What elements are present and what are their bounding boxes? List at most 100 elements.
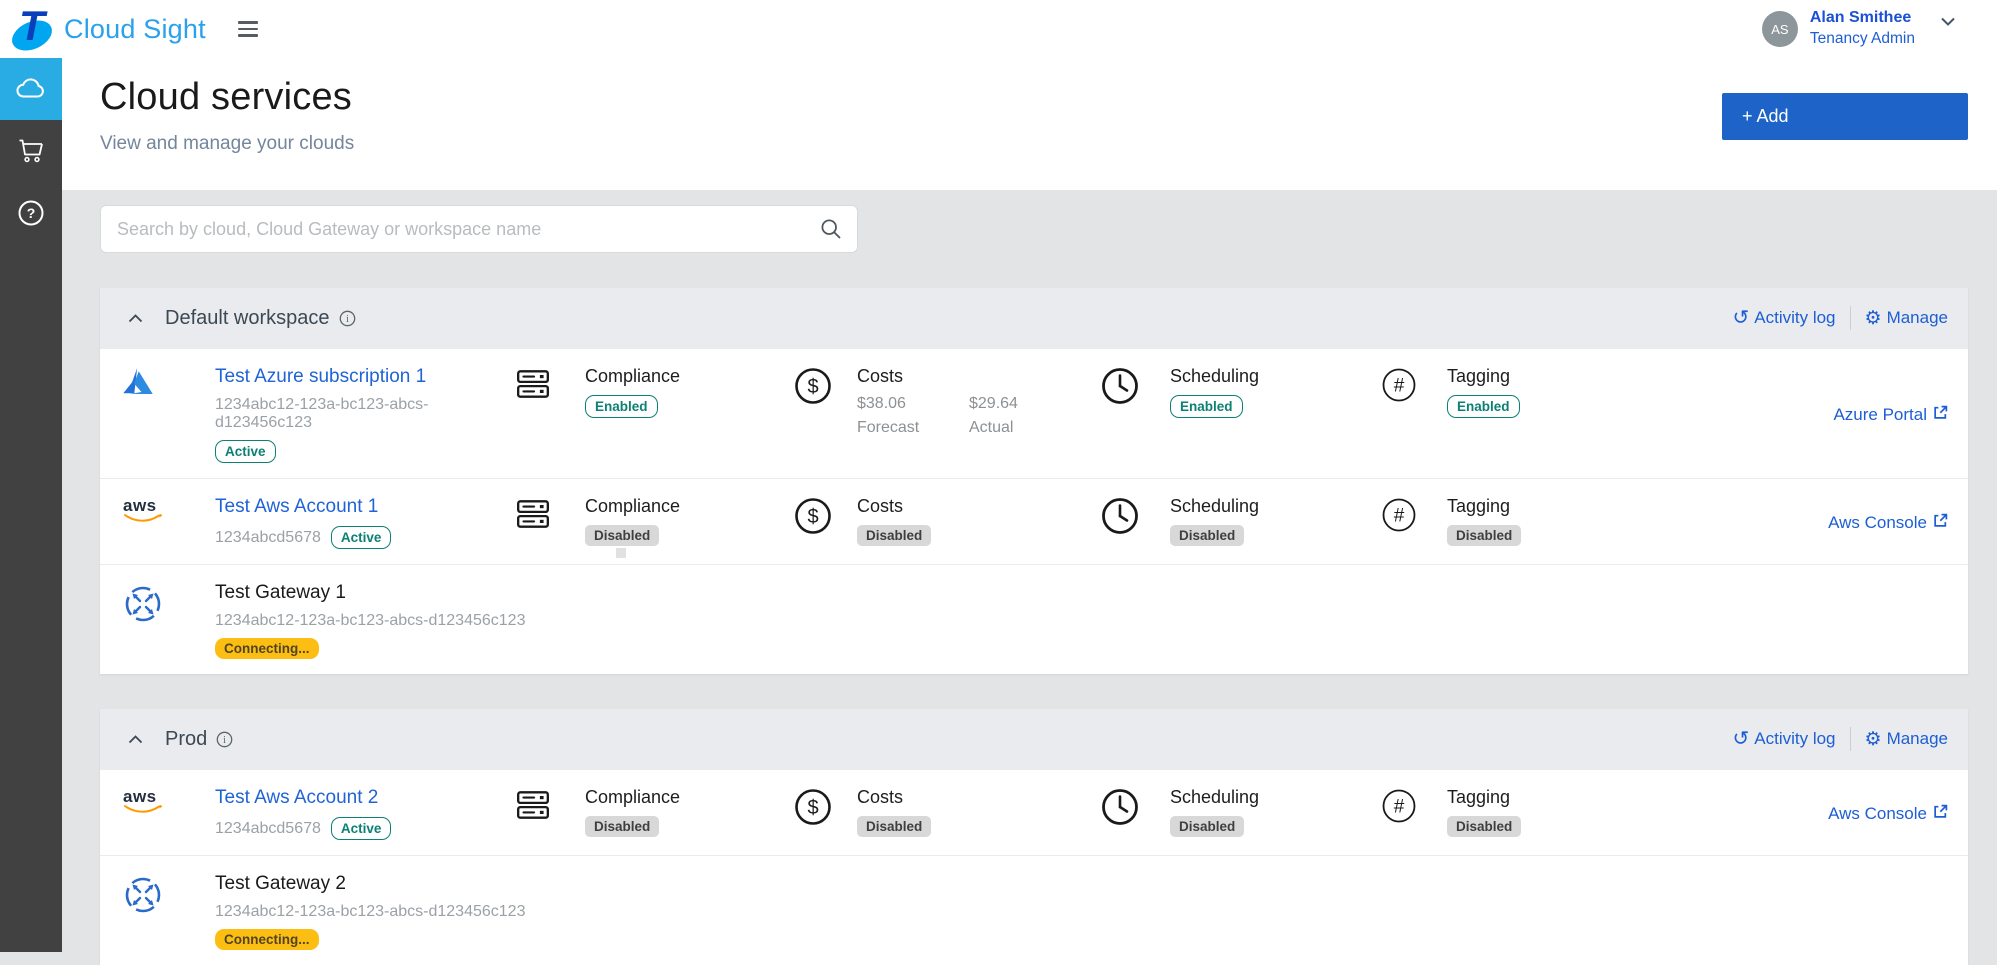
status-badge: Connecting... [215,929,319,950]
tagging-cell: Tagging Disabled [1447,787,1680,837]
search-input[interactable] [100,205,858,253]
brand-logo[interactable]: T Cloud Sight [7,2,206,57]
scheduling-status-badge: Disabled [1170,525,1245,546]
user-role: Tenancy Admin [1809,30,1915,47]
costs-cell: Costs $38.06 Forecast $29.64 Actual [857,366,1100,437]
resource-info: Test Gateway 2 1234abc12-123a-bc123-abcs… [215,873,1968,950]
collapse-chevron-icon[interactable] [128,734,143,744]
resource-name: Test Gateway 2 [215,873,346,894]
tagging-label: Tagging [1447,366,1511,386]
help-icon: ? [17,199,45,227]
scheduling-cell: Scheduling Disabled [1170,496,1380,546]
svg-text:$: $ [807,376,818,398]
actual-value: $29.64 [969,395,1018,412]
page-title: Cloud services [100,76,353,118]
user-menu[interactable]: AS Alan Smithee Tenancy Admin [1761,7,1955,49]
svg-text:$: $ [807,506,818,528]
status-badge: Active [330,526,392,549]
portal-link[interactable]: Aws Console [1828,513,1948,533]
gear-icon: ⚙ [1864,307,1882,329]
svg-text:i: i [223,735,226,746]
costs-label: Costs [857,787,904,807]
workspace-card-prod: Prod i ↺ Activity log ⚙ Manage aws Test Aw… [100,709,1968,965]
external-link-icon [1933,513,1948,533]
resource-name: Test Gateway 1 [215,582,346,603]
svg-text:$: $ [807,797,818,819]
svg-text:#: # [1394,376,1405,397]
costs-status-badge: Disabled [857,816,932,837]
telstra-logo-icon: T [7,2,57,57]
avatar: AS [1761,11,1798,47]
costs-status-badge: Disabled [857,525,932,546]
search-icon[interactable] [820,218,842,240]
scheduling-icon [1100,496,1170,536]
cart-icon [17,137,45,165]
resource-id: 1234abc12-123a-bc123-abcs-d123456c123 [215,903,526,920]
compliance-cell: Compliance Disabled [585,496,793,546]
resource-info: Test Aws Account 1 1234abcd5678 Active [215,496,515,549]
compliance-status-badge: Enabled [585,395,658,418]
hamburger-menu-icon[interactable] [232,15,264,43]
status-badge: Active [215,440,276,463]
tagging-status-badge: Disabled [1447,525,1522,546]
tagging-icon: # [1380,496,1447,534]
portal-link[interactable]: Aws Console [1828,804,1948,824]
workspace-header: Prod i ↺ Activity log ⚙ Manage [100,709,1968,769]
gateway-icon [123,584,215,624]
resource-name-link[interactable]: Test Azure subscription 1 [215,366,427,387]
scheduling-label: Scheduling [1170,496,1260,516]
top-bar: T Cloud Sight AS Alan Smithee Tenancy Ad… [0,0,1997,58]
portal-link[interactable]: Azure Portal [1833,405,1948,425]
page-header: Cloud services View and manage your clou… [62,58,1997,190]
search-bar [100,205,858,253]
history-icon: ↺ [1732,727,1750,750]
sidebar-item-marketplace[interactable] [0,120,62,182]
scheduling-label: Scheduling [1170,787,1260,807]
status-badge: Connecting... [215,638,319,659]
workspace-title: Prod [165,727,208,750]
tagging-icon: # [1380,787,1447,825]
add-button[interactable]: + Add [1722,93,1968,140]
manage-link[interactable]: ⚙ Manage [1864,307,1948,329]
tagging-status-badge: Enabled [1447,395,1520,418]
scheduling-status-badge: Enabled [1170,395,1243,418]
svg-text:i: i [346,314,349,325]
resource-id: 1234abcd5678 [215,528,321,546]
external-link-icon [1933,405,1948,425]
history-icon: ↺ [1732,306,1750,329]
page-subtitle: View and manage your clouds [100,133,355,154]
sidebar-item-cloud-services[interactable] [0,58,62,120]
collapse-chevron-icon[interactable] [128,313,143,323]
resource-id: 1234abcd5678 [215,819,321,837]
user-name: Alan Smithee [1809,9,1912,26]
activity-log-link[interactable]: ↺ Activity log [1732,727,1836,750]
table-row-aws-account-2: aws Test Aws Account 2 1234abcd5678 Acti… [100,769,1968,855]
tagging-cell: Tagging Enabled [1447,366,1680,418]
scheduling-icon [1100,366,1170,406]
brand-name: Cloud Sight [64,13,206,44]
workspace-card-default: Default workspace i ↺ Activity log ⚙ Manag… [100,288,1968,674]
compliance-cell: Compliance Enabled [585,366,793,418]
compliance-icon [515,366,585,402]
azure-logo-icon [123,368,215,395]
info-icon[interactable]: i [339,310,356,327]
activity-log-link[interactable]: ↺ Activity log [1732,306,1836,329]
info-icon[interactable]: i [216,731,233,748]
tagging-label: Tagging [1447,787,1511,807]
costs-cell: Costs Disabled [857,496,1100,546]
sidebar: ? [0,58,62,952]
chevron-down-icon [1941,13,1955,31]
compliance-icon [515,787,585,823]
compliance-icon [515,496,585,532]
forecast-value: $38.06 [857,395,906,412]
resource-info: Test Aws Account 2 1234abcd5678 Active [215,787,515,840]
aws-logo-icon: aws [123,788,165,814]
manage-link[interactable]: ⚙ Manage [1864,728,1948,750]
tagging-status-badge: Disabled [1447,816,1522,837]
svg-text:#: # [1394,797,1405,818]
resource-name-link[interactable]: Test Aws Account 1 [215,496,379,517]
svg-text:#: # [1394,506,1405,527]
costs-cell: Costs Disabled [857,787,1100,837]
resource-name-link[interactable]: Test Aws Account 2 [215,787,379,808]
sidebar-item-help[interactable]: ? [0,182,62,244]
